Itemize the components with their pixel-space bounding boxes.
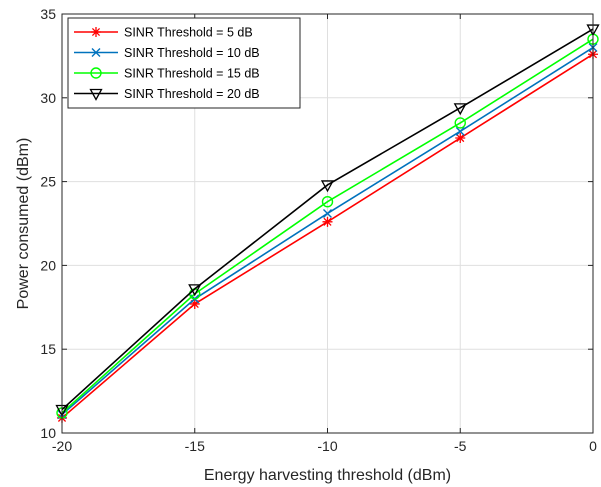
legend-marker [91,27,101,37]
series-line [61,38,594,414]
legend-marker [91,48,101,57]
legend-label: SINR Threshold = 15 dB [124,67,260,81]
x-tick-label: -15 [185,438,205,454]
x-tick-label: -5 [454,438,467,454]
data-point [321,196,334,208]
x-axis-label: Energy harvesting threshold (dBm) [204,467,451,484]
data-point [322,216,333,227]
series-layer [55,24,600,423]
legend-label: SINR Threshold = 5 dB [124,26,253,40]
series-4 [55,24,600,417]
legend-label: SINR Threshold = 10 dB [124,46,260,60]
legend-marker [89,88,103,101]
y-tick-label: 10 [40,425,56,441]
data-point [453,103,467,116]
legend-marker [90,67,102,79]
data-point [189,298,200,309]
y-tick-label: 20 [40,257,56,273]
legend-label: SINR Threshold = 20 dB [124,87,260,101]
axis-ticks: -20 -15 -10 -5 0 10 15 20 25 30 35 [40,6,597,454]
data-point [323,208,332,218]
data-point [320,180,335,193]
y-tick-label: 15 [40,341,56,357]
y-tick-label: 35 [40,6,56,22]
legend-item: SINR Threshold = 5 dB [74,26,253,40]
x-tick-label: -10 [317,438,337,454]
data-point [188,284,202,297]
x-tick-label: 0 [589,438,597,454]
data-point [455,133,466,144]
series-line [61,28,594,411]
legend: SINR Threshold = 5 dB SINR Threshold = 10… [67,17,301,109]
legend-item: SINR Threshold = 15 dB [74,67,260,81]
x-tick-label: -20 [52,438,72,454]
legend-item: SINR Threshold = 10 dB [74,46,260,60]
data-point [455,126,465,136]
y-axis-label: Power consumed (dBm) [15,138,32,310]
legend-item: SINR Threshold = 20 dB [74,87,260,101]
data-point [454,117,466,129]
y-tick-label: 25 [40,174,56,190]
y-tick-label: 30 [40,90,56,106]
